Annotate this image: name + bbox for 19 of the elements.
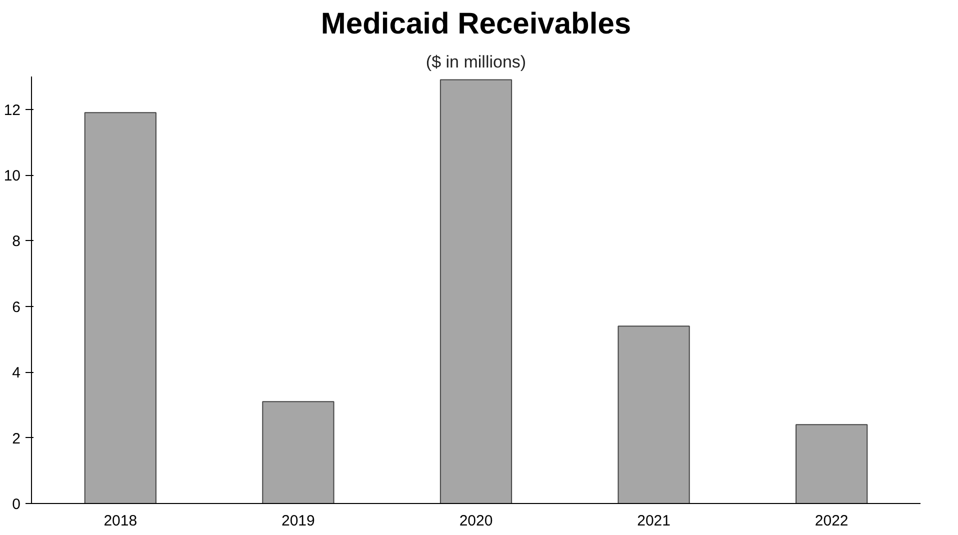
bar: [440, 79, 512, 504]
x-tick-label: 2020: [459, 512, 493, 530]
y-tick-label: 6: [12, 298, 20, 316]
bar: [84, 112, 156, 504]
x-tick-label: 2019: [282, 512, 315, 530]
chart-subtitle: ($ in millions): [426, 52, 526, 72]
x-tick-label: 2018: [104, 512, 138, 530]
y-tick-label: 0: [12, 496, 20, 513]
y-tick-label: 8: [12, 233, 20, 250]
chart-title: Medicaid Receivables: [320, 8, 632, 40]
y-tick-label: 2: [12, 430, 20, 448]
x-tick-label: 2021: [637, 512, 670, 530]
x-tick-label: 2022: [814, 512, 848, 530]
bar: [796, 424, 868, 504]
y-tick-label: 10: [4, 168, 21, 185]
y-tick-label: 12: [4, 102, 21, 119]
bar: [618, 326, 690, 504]
y-tick-label: 4: [12, 364, 20, 382]
bar: [262, 401, 334, 504]
